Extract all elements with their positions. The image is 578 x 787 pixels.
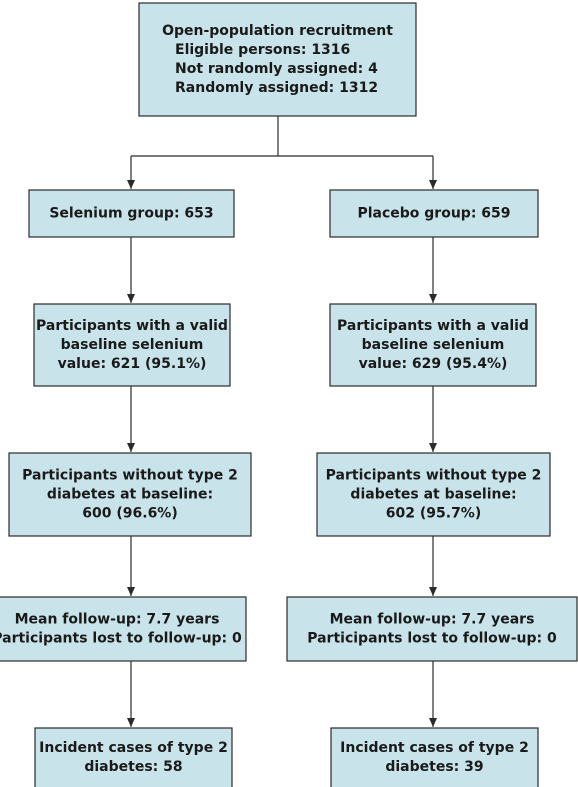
node: Selenium group: 653 — [28, 189, 235, 238]
node-text: Participants lost to follow-up: 0 — [0, 631, 242, 647]
node-text: diabetes at baseline: — [47, 487, 213, 503]
node-text: Mean follow-up: 7.7 years — [15, 612, 220, 628]
node: Participants without type 2 diabetes at b… — [8, 452, 252, 537]
node: Incident cases of type 2 diabetes: 58 — [34, 727, 233, 787]
node-text: Participants without type 2 — [326, 468, 542, 484]
node: Participants with a valid baseline seleni… — [329, 303, 537, 387]
node-box — [34, 727, 233, 787]
node-text: Eligible persons: 1316 — [175, 42, 350, 58]
node-text: baseline selenium — [61, 337, 204, 353]
node: Incident cases of type 2 diabetes: 39 — [330, 727, 539, 787]
node-text: Participants with a valid — [337, 318, 529, 334]
node: Mean follow-up: 7.7 years Participants lo… — [286, 596, 578, 662]
node-box — [330, 727, 539, 787]
node-box — [329, 189, 539, 238]
node-box — [138, 2, 417, 117]
node-text: Selenium group: 653 — [49, 206, 213, 222]
node-box — [316, 452, 551, 537]
node-text: Open-population recruitment — [162, 23, 393, 39]
node-box — [33, 303, 231, 387]
node: Placebo group: 659 — [329, 189, 539, 238]
node-text: Participants with a valid — [36, 318, 228, 334]
node-box — [8, 452, 252, 537]
node-box — [286, 596, 578, 662]
node-text: Randomly assigned: 1312 — [175, 80, 378, 96]
node-text: baseline selenium — [362, 337, 505, 353]
node: Participants with a valid baseline seleni… — [33, 303, 231, 387]
node: Participants without type 2 diabetes at b… — [316, 452, 551, 537]
node: Mean follow-up: 7.7 years Participants lo… — [0, 596, 247, 662]
node-text: value: 629 (95.4%) — [359, 356, 508, 372]
node-text: Mean follow-up: 7.7 years — [330, 612, 535, 628]
node: Open-population recruitment Eligible pers… — [138, 2, 417, 117]
node-box — [0, 596, 247, 662]
node-text: Incident cases of type 2 — [39, 740, 228, 756]
node-text: diabetes: 39 — [385, 759, 483, 775]
node-text: Participants without type 2 — [22, 468, 238, 484]
node-box — [28, 189, 235, 238]
node-text: 600 (96.6%) — [82, 506, 177, 522]
node-text: Participants lost to follow-up: 0 — [307, 631, 557, 647]
node-text: Incident cases of type 2 — [340, 740, 529, 756]
node-text: 602 (95.7%) — [386, 506, 481, 522]
node-text: value: 621 (95.1%) — [58, 356, 207, 372]
node-box — [329, 303, 537, 387]
node-text: diabetes at baseline: — [350, 487, 516, 503]
node-text: Not randomly assigned: 4 — [175, 61, 378, 77]
node-text: Placebo group: 659 — [357, 206, 510, 222]
node-text: diabetes: 58 — [84, 759, 182, 775]
connectors — [127, 116, 437, 727]
